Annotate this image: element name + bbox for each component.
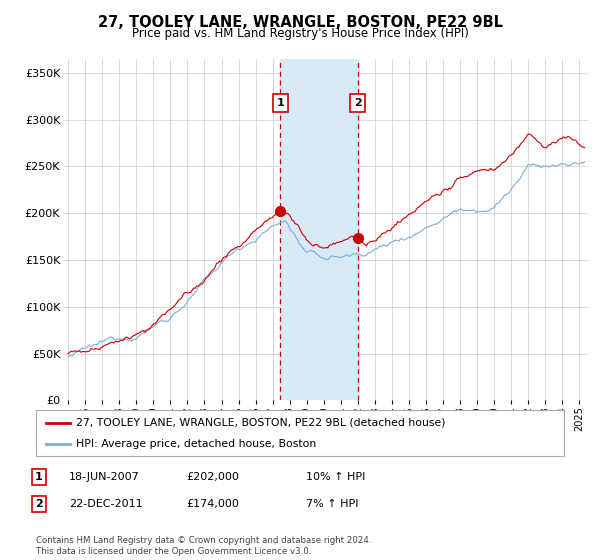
Text: 1: 1	[35, 472, 43, 482]
Text: 7% ↑ HPI: 7% ↑ HPI	[306, 499, 359, 509]
Text: Price paid vs. HM Land Registry's House Price Index (HPI): Price paid vs. HM Land Registry's House …	[131, 27, 469, 40]
Text: 27, TOOLEY LANE, WRANGLE, BOSTON, PE22 9BL (detached house): 27, TOOLEY LANE, WRANGLE, BOSTON, PE22 9…	[76, 418, 445, 428]
Text: 1: 1	[277, 98, 284, 108]
Text: 18-JUN-2007: 18-JUN-2007	[69, 472, 140, 482]
Text: HPI: Average price, detached house, Boston: HPI: Average price, detached house, Bost…	[76, 439, 316, 449]
Text: £202,000: £202,000	[186, 472, 239, 482]
Text: 10% ↑ HPI: 10% ↑ HPI	[306, 472, 365, 482]
Text: £174,000: £174,000	[186, 499, 239, 509]
Text: 22-DEC-2011: 22-DEC-2011	[69, 499, 143, 509]
Text: 27, TOOLEY LANE, WRANGLE, BOSTON, PE22 9BL: 27, TOOLEY LANE, WRANGLE, BOSTON, PE22 9…	[97, 15, 503, 30]
FancyBboxPatch shape	[36, 410, 564, 456]
Bar	[280, 59, 358, 400]
Text: 2: 2	[35, 499, 43, 509]
Text: 2: 2	[353, 98, 361, 108]
Text: Contains HM Land Registry data © Crown copyright and database right 2024.
This d: Contains HM Land Registry data © Crown c…	[36, 536, 371, 556]
